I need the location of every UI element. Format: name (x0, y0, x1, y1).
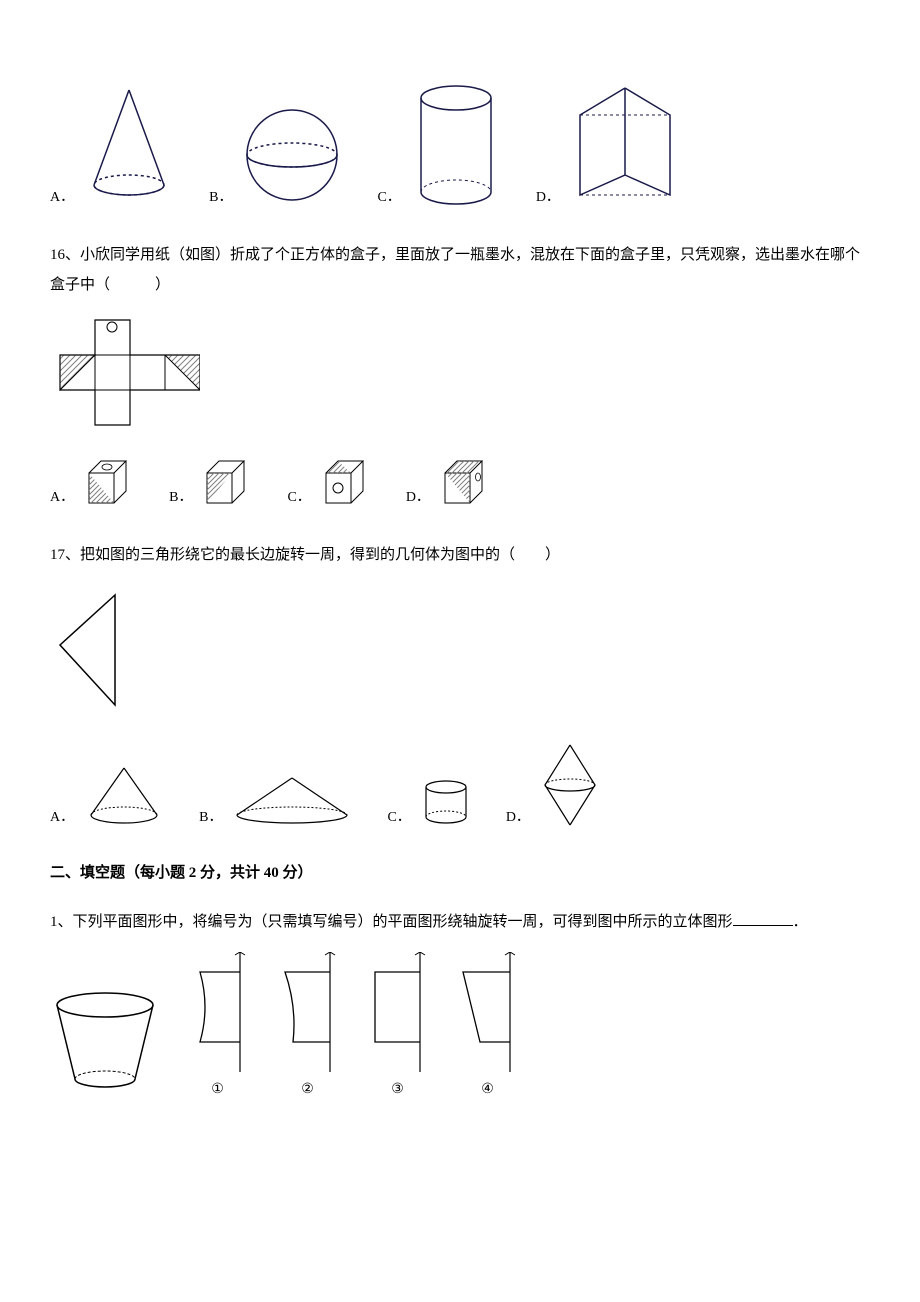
q17-text: 17、把如图的三角形绕它的最长边旋转一周，得到的几何体为图中的（ ） (50, 540, 870, 570)
section2-title: 二、填空题（每小题 2 分，共计 40 分） (50, 860, 870, 887)
shape-4: ④ (455, 952, 520, 1102)
q15-option-c: C． (377, 80, 505, 210)
q2-1-figures: ① ② ③ ④ (50, 952, 870, 1102)
shape3-icon (365, 952, 430, 1072)
q16-option-d: D． (406, 455, 495, 510)
q17-triangle-figure (50, 585, 870, 715)
q2-1-after: ． (793, 914, 808, 930)
wide-cone-icon (227, 770, 357, 830)
option-label-b: B． (209, 185, 232, 210)
q16-option-a: A． (50, 455, 139, 510)
q17-option-d: D． (506, 740, 605, 830)
shape-3: ③ (365, 952, 430, 1102)
q16-net-figure (50, 315, 870, 430)
option-label: B． (169, 485, 192, 510)
cube-b-icon (197, 455, 257, 510)
cone-icon (79, 80, 179, 210)
shape-1: ① (185, 952, 250, 1102)
q16-option-c: C． (287, 455, 375, 510)
cylinder-icon (406, 80, 506, 210)
option-label: A． (50, 485, 74, 510)
shape1-label: ① (185, 1077, 250, 1102)
triangular-prism-icon (565, 80, 685, 210)
option-label: C． (287, 485, 310, 510)
q16-options: A． B． C． (50, 455, 870, 510)
sphere-icon (237, 100, 347, 210)
cube-net-icon (50, 315, 200, 430)
shape4-label: ④ (455, 1077, 520, 1102)
q15-option-d: D． (536, 80, 685, 210)
q15-option-b: B． (209, 100, 347, 210)
triangle-icon (50, 585, 130, 715)
shape2-label: ② (275, 1077, 340, 1102)
option-label: D． (406, 485, 430, 510)
cube-d-icon (435, 455, 495, 510)
q2-1-text: 1、下列平面图形中，将编号为（只需填写编号）的平面图形绕轴旋转一周，可得到图中所… (50, 907, 870, 937)
q16-text: 16、小欣同学用纸（如图）折成了个正方体的盒子，里面放了一瓶墨水，混放在下面的盒… (50, 240, 870, 300)
shape4-icon (455, 952, 520, 1072)
option-label-d: D． (536, 185, 560, 210)
option-label: D． (506, 805, 530, 830)
shape2-icon (275, 952, 340, 1072)
short-cylinder-icon (416, 775, 476, 830)
shape1-icon (185, 952, 250, 1072)
q15-options: A． B． C． D． (50, 80, 870, 210)
blank-field (733, 911, 793, 926)
q17-option-a: A． (50, 760, 169, 830)
q17-options: A． B． C． D． (50, 740, 870, 830)
option-label: B． (199, 805, 222, 830)
q15-option-a: A． (50, 80, 179, 210)
option-label-a: A． (50, 185, 74, 210)
solid-cup-figure (50, 987, 160, 1102)
q2-1-before: 1、下列平面图形中，将编号为（只需填写编号）的平面图形绕轴旋转一周，可得到图中所… (50, 914, 733, 930)
frustum-cup-icon (50, 987, 160, 1102)
cube-c-icon (316, 455, 376, 510)
option-label-c: C． (377, 185, 400, 210)
bicone-icon (535, 740, 605, 830)
shape3-label: ③ (365, 1077, 430, 1102)
cone-small-icon (79, 760, 169, 830)
cube-a-icon (79, 455, 139, 510)
shape-2: ② (275, 952, 340, 1102)
option-label: A． (50, 805, 74, 830)
option-label: C． (387, 805, 410, 830)
q17-option-b: B． (199, 770, 357, 830)
q16-option-b: B． (169, 455, 257, 510)
q17-option-c: C． (387, 775, 475, 830)
